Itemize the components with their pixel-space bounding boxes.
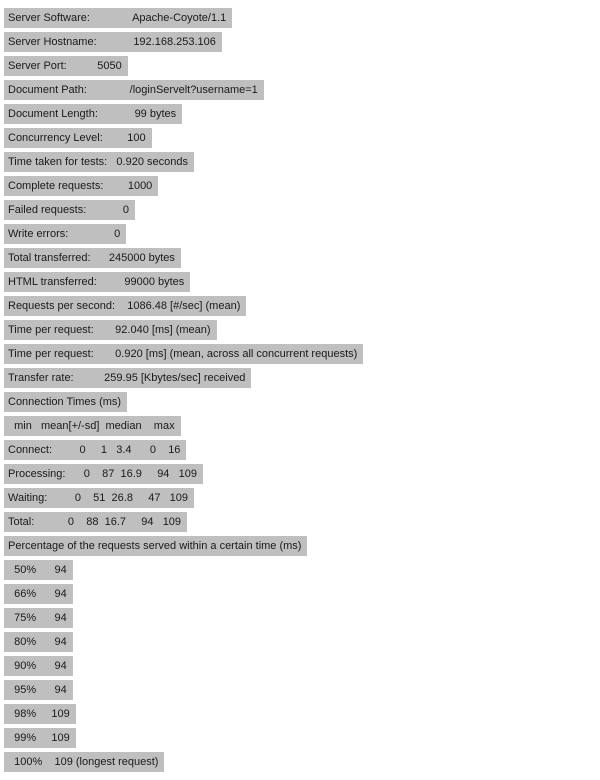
conn-row-0: Connect: 0 1 3.4 0 16 (4, 440, 186, 460)
kv-row-10: Total transferred: 245000 bytes (4, 248, 181, 268)
kv-row-13: Time per request: 92.040 [ms] (mean) (4, 320, 217, 340)
kv-row-11: HTML transferred: 99000 bytes (4, 272, 190, 292)
conn-row-3: Total: 0 88 16.7 94 109 (4, 512, 187, 532)
kv-row-3: Document Path: /loginServelt?username=1 (4, 80, 264, 100)
pct-row-3: 80% 94 (4, 632, 73, 652)
kv-row-8: Failed requests: 0 (4, 200, 135, 220)
conn-header: Connection Times (ms) (4, 392, 127, 412)
kv-row-1: Server Hostname: 192.168.253.106 (4, 32, 222, 52)
pct-row-8: 100% 109 (longest request) (4, 752, 164, 772)
pct-row-2: 75% 94 (4, 608, 73, 628)
pct-row-1: 66% 94 (4, 584, 73, 604)
kv-row-12: Requests per second: 1086.48 [#/sec] (me… (4, 296, 246, 316)
pct-row-6: 98% 109 (4, 704, 76, 724)
conn-row-1: Processing: 0 87 16.9 94 109 (4, 464, 203, 484)
conn-row-2: Waiting: 0 51 26.8 47 109 (4, 488, 194, 508)
pct-header: Percentage of the requests served within… (4, 536, 307, 556)
kv-row-7: Complete requests: 1000 (4, 176, 158, 196)
pct-row-5: 95% 94 (4, 680, 73, 700)
kv-row-14: Time per request: 0.920 [ms] (mean, acro… (4, 344, 363, 364)
kv-row-5: Concurrency Level: 100 (4, 128, 152, 148)
conn-columns: min mean[+/-sd] median max (4, 416, 181, 436)
pct-row-7: 99% 109 (4, 728, 76, 748)
pct-row-0: 50% 94 (4, 560, 73, 580)
kv-row-2: Server Port: 5050 (4, 56, 128, 76)
kv-row-4: Document Length: 99 bytes (4, 104, 182, 124)
kv-row-0: Server Software: Apache-Coyote/1.1 (4, 8, 232, 28)
pct-row-4: 90% 94 (4, 656, 73, 676)
kv-row-15: Transfer rate: 259.95 [Kbytes/sec] recei… (4, 368, 251, 388)
kv-row-6: Time taken for tests: 0.920 seconds (4, 152, 194, 172)
kv-row-9: Write errors: 0 (4, 224, 126, 244)
